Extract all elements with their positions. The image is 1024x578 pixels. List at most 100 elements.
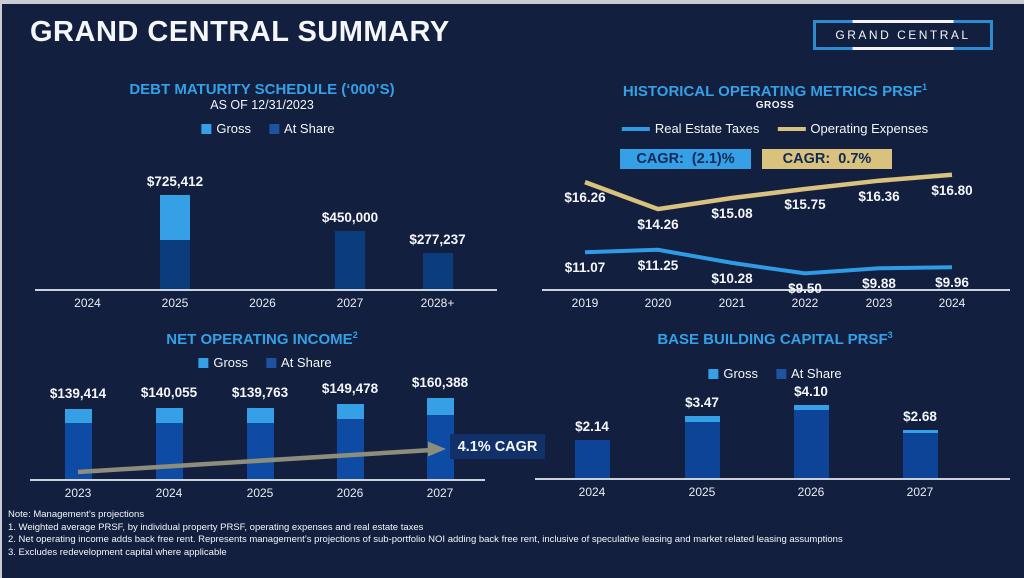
point-label-real-estate-taxes-2023: $9.88: [862, 276, 896, 292]
line-operating-expenses: [584, 172, 953, 212]
legend-item-gross: Gross: [198, 355, 248, 370]
legend-label: Real Estate Taxes: [654, 121, 760, 136]
x-tick-2027: 2027: [426, 486, 454, 500]
x-tick-2027: 2027: [906, 485, 934, 499]
square-swatch-2-icon: [266, 357, 277, 368]
bar-value-label-2025: $139,763: [231, 385, 289, 401]
base-building-chart: $2.14 2024 $3.47 2025 $4.10 2026 $2.68 2027: [535, 384, 1010, 499]
operating-metrics-legend: Real Estate Taxes Operating Expenses: [621, 121, 928, 136]
debt-maturity-title: DEBT MATURITY SCHEDULE (‘000’S): [129, 81, 395, 98]
legend-item-operating-expenses: Operating Expenses: [777, 121, 928, 136]
line-swatch-2-icon: [777, 126, 806, 131]
noi-chart: $139,414 2023 $140,055 2024 $139,763 2025 $149…: [30, 375, 485, 500]
point-label-real-estate-taxes-2019: $11.07: [564, 260, 606, 276]
operating-expenses-cagr-pill: CAGR: 0.7%: [762, 149, 892, 169]
bar-atshare-2025: [246, 423, 274, 479]
x-tick-2021: 2021: [718, 296, 746, 310]
operating-metrics-chart: $11.07 $11.25 $10.28 $9.50 $9.88 $9.96 $16.26 $…: [542, 168, 1010, 310]
legend-item-gross: Gross: [201, 121, 251, 136]
bar-atshare-2023: [64, 423, 92, 479]
grand-central-badge: GRAND CENTRAL: [813, 20, 993, 50]
square-swatch-1-icon: [201, 123, 212, 134]
point-label-operating-expenses-2020: $14.26: [637, 217, 679, 233]
point-label-real-estate-taxes-2020: $11.25: [637, 257, 679, 273]
bar-value-label-2025: $725,412: [146, 174, 204, 189]
point-label-operating-expenses-2024: $16.80: [931, 182, 973, 198]
x-tick-2023: 2023: [865, 296, 893, 310]
point-label-operating-expenses-2022: $15.75: [784, 197, 826, 212]
line-swatch-1-icon: [621, 126, 650, 131]
bar-atshare-2026: [336, 419, 364, 479]
x-tick-2024: 2024: [155, 486, 183, 500]
operating-metrics-lines: [584, 172, 953, 276]
legend-label: At Share: [281, 355, 332, 370]
base-building-title: BASE BUILDING CAPITAL PRSF3: [657, 330, 893, 348]
bar-atshare-2025: [684, 422, 720, 478]
bar-atshare-2025: [160, 240, 190, 289]
square-swatch-1-icon: [198, 357, 209, 368]
bar-value-label-2028+: $277,237: [409, 232, 466, 248]
legend-item-at-share: At Share: [266, 355, 332, 370]
bar-value-label-2023: $139,414: [49, 385, 107, 401]
legend-item-at-share: At Share: [776, 366, 842, 381]
legend-label: At Share: [284, 121, 335, 136]
debt-maturity-legend: Gross At Share: [201, 121, 335, 136]
bar-atshare-2027: [902, 433, 938, 478]
bar-value-label-2024: $140,055: [140, 385, 198, 401]
x-tick-2024: 2024: [578, 485, 606, 499]
legend-label: Gross: [723, 366, 759, 381]
x-tick-2026: 2026: [249, 296, 276, 310]
operating-metrics-title: HISTORICAL OPERATING METRICS PRSF1: [622, 82, 928, 100]
x-tick-2028+: 2028+: [420, 296, 455, 310]
bar-atshare-2026: [793, 410, 829, 478]
legend-label: At Share: [791, 366, 842, 381]
footnote-3: 2. Net operating income adds back free r…: [8, 534, 843, 545]
bar-atshare-2027: [335, 230, 365, 289]
noi-cagr-annotation: 4.1% CAGR: [450, 434, 545, 459]
bar-atshare-2028+: [422, 253, 453, 289]
square-swatch-2-icon: [269, 123, 280, 134]
x-tick-2020: 2020: [644, 296, 672, 310]
noi-title: NET OPERATING INCOME2: [166, 330, 358, 348]
bar-value-label-2024: $2.14: [575, 418, 609, 434]
x-tick-2026: 2026: [336, 486, 364, 500]
x-tick-2019: 2019: [571, 296, 599, 310]
x-tick-2022: 2022: [791, 296, 819, 310]
x-tick-2025: 2025: [688, 485, 716, 499]
page-title: GRAND CENTRAL SUMMARY: [30, 16, 450, 48]
point-label-real-estate-taxes-2022: $9.50: [788, 281, 822, 297]
square-swatch-2-icon: [776, 368, 787, 379]
footnote-1: Note: Management’s projections: [8, 509, 145, 520]
legend-item-real-estate-taxes: Real Estate Taxes: [621, 121, 760, 136]
line-real-estate-taxes: [584, 247, 953, 276]
footnotes: Note: Management’s projections 1. Weighte…: [8, 509, 843, 559]
x-tick-2024: 2024: [74, 296, 101, 310]
x-tick-2023: 2023: [64, 486, 92, 500]
point-label-real-estate-taxes-2024: $9.96: [935, 275, 969, 291]
legend-label: Gross: [216, 121, 252, 136]
debt-maturity-subtitle: AS OF 12/31/2023: [210, 98, 314, 112]
point-label-operating-expenses-2023: $16.36: [858, 188, 900, 204]
badge-label: GRAND CENTRAL: [835, 28, 971, 42]
footnote-2: 1. Weighted average PRSF, by individual …: [8, 521, 424, 533]
legend-item-at-share: At Share: [269, 121, 335, 136]
bar-value-label-2026: $149,478: [321, 380, 379, 396]
footnote-4: 3. Excludes redevelopment capital where …: [8, 546, 227, 558]
bar-value-label-2027: $450,000: [321, 209, 379, 225]
real-estate-taxes-cagr-pill: CAGR: (2.1)%: [620, 149, 751, 169]
x-tick-2025: 2025: [246, 486, 274, 500]
bar-atshare-2024: [574, 439, 610, 478]
x-tick-2026: 2026: [797, 485, 825, 499]
bar-value-label-2025: $3.47: [685, 395, 719, 411]
bar-atshare-2024: [155, 423, 183, 479]
point-label-operating-expenses-2021: $15.08: [711, 206, 753, 221]
slide-top-edge: [0, 0, 1024, 4]
debt-maturity-chart: 2024 $725,412 2025 2026 $450,000 2027 $277,237…: [35, 160, 497, 310]
point-label-operating-expenses-2019: $16.26: [564, 190, 606, 206]
slide-left-edge: [0, 0, 2, 578]
x-tick-2024: 2024: [938, 296, 966, 310]
legend-label: Gross: [213, 355, 249, 370]
bar-value-label-2027: $160,388: [411, 375, 469, 390]
legend-item-gross: Gross: [708, 366, 758, 381]
